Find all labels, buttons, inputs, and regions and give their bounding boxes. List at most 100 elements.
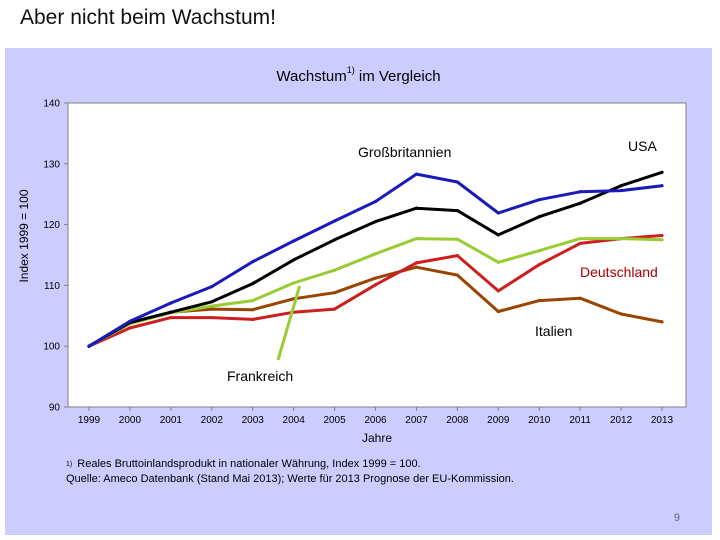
label-usa: USA xyxy=(628,138,657,154)
data-point-italien xyxy=(373,276,378,280)
label-pointers xyxy=(276,285,302,361)
data-point-italien xyxy=(332,291,337,295)
footnote-line-1: 1) Reales Bruttoinlandsprodukt in nation… xyxy=(66,457,514,472)
label-grossbritannien: Großbritannien xyxy=(358,144,451,160)
y-tick-label: 110 xyxy=(44,281,60,292)
y-tick-label: 130 xyxy=(43,159,60,170)
data-point-usa xyxy=(455,180,459,184)
label-deutschland: Deutschland xyxy=(580,264,658,280)
y-axis-title: Index 1999 = 100 xyxy=(17,189,31,282)
x-tick-label: 2007 xyxy=(405,415,428,426)
data-point-deutschland xyxy=(251,317,255,322)
data-point-frankreich xyxy=(292,281,296,285)
data-point-deutschland xyxy=(169,316,173,320)
data-point-italien xyxy=(578,296,582,300)
data-point-grossbritannien xyxy=(251,281,255,286)
y-tick-label: 100 xyxy=(43,342,60,353)
data-point-deutschland xyxy=(578,241,582,246)
data-point-frankreich xyxy=(660,238,664,242)
data-point-deutschland xyxy=(373,283,378,287)
data-point-usa xyxy=(251,260,255,264)
x-tick-label: 2002 xyxy=(201,415,224,426)
data-point-usa xyxy=(414,172,419,176)
data-point-usa xyxy=(496,211,500,215)
data-point-grossbritannien xyxy=(169,310,173,314)
data-point-italien xyxy=(251,308,255,312)
data-point-deutschland xyxy=(332,307,337,311)
data-point-usa xyxy=(169,301,173,305)
chart-panel: Wachstum1) im Vergleich 90 100 110 120 130 14… xyxy=(5,48,712,535)
line-chart: 90 100 110 120 130 140 1999 2000 2001 2002 2003 20… xyxy=(17,99,687,445)
data-point-frankreich xyxy=(496,260,500,264)
data-point-italien xyxy=(414,265,419,269)
data-point-frankreich xyxy=(619,236,623,241)
data-point-deutschland xyxy=(128,326,132,330)
data-point-grossbritannien xyxy=(292,258,296,262)
data-point-italien xyxy=(455,273,459,277)
data-point-usa xyxy=(87,344,91,348)
x-tick-label: 2004 xyxy=(283,415,306,426)
data-point-grossbritannien xyxy=(414,206,419,210)
frankreich-pointer xyxy=(276,285,302,361)
data-point-usa xyxy=(128,319,132,323)
series-lines xyxy=(87,170,664,348)
x-tick-label: 2009 xyxy=(487,415,510,426)
x-tick-label: 2000 xyxy=(119,415,142,426)
data-point-grossbritannien xyxy=(578,201,582,205)
data-point-italien xyxy=(496,309,500,314)
x-tick-label: 2013 xyxy=(651,415,674,426)
data-point-grossbritannien xyxy=(537,215,541,219)
data-point-grossbritannien xyxy=(619,184,623,188)
data-point-usa xyxy=(210,285,214,289)
data-point-frankreich xyxy=(578,236,582,241)
data-point-grossbritannien xyxy=(660,170,664,174)
data-point-deutschland xyxy=(210,316,214,320)
data-point-deutschland xyxy=(660,233,664,238)
data-point-grossbritannien xyxy=(210,300,214,304)
slide-title: Aber nicht beim Wachstum! xyxy=(20,6,276,29)
x-tick-label: 1999 xyxy=(78,415,101,426)
data-point-usa xyxy=(373,199,378,204)
x-tick-label: 2001 xyxy=(160,415,183,426)
x-tick-label: 2005 xyxy=(323,415,346,426)
data-point-italien xyxy=(660,320,664,324)
data-point-usa xyxy=(332,219,337,223)
chart-title-footnote-marker: 1) xyxy=(346,65,355,75)
data-point-frankreich xyxy=(251,299,255,303)
footnote-line-2: Quelle: Ameco Datenbank (Stand Mai 2013)… xyxy=(66,473,514,485)
y-tick-label: 140 xyxy=(43,99,60,110)
data-point-usa xyxy=(660,184,664,188)
data-point-frankreich xyxy=(210,304,214,308)
plot-area xyxy=(67,102,687,408)
y-axis-ticks: 90 100 110 120 130 140 xyxy=(43,99,68,414)
data-point-frankreich xyxy=(537,249,541,253)
y-tick-label: 90 xyxy=(49,403,61,414)
data-point-frankreich xyxy=(373,252,378,256)
label-frankreich: Frankreich xyxy=(227,368,293,384)
data-point-usa xyxy=(619,188,623,193)
y-tick-label: 120 xyxy=(43,220,60,231)
data-point-usa xyxy=(537,198,541,202)
data-point-usa xyxy=(292,239,296,243)
x-tick-label: 2008 xyxy=(446,415,469,426)
data-point-grossbritannien xyxy=(455,209,459,213)
data-point-frankreich xyxy=(455,237,459,241)
label-italien: Italien xyxy=(535,323,572,339)
data-point-grossbritannien xyxy=(332,238,337,242)
x-axis-ticks: 1999 2000 2001 2002 2003 2004 2005 2006 2007 2008… xyxy=(78,407,674,426)
data-point-frankreich xyxy=(414,236,419,241)
x-tick-label: 2006 xyxy=(364,415,387,426)
chart-title-text: Wachstum xyxy=(276,68,347,85)
data-point-frankreich xyxy=(332,268,337,272)
data-point-italien xyxy=(619,312,623,316)
footnote-text-1: Reales Bruttoinlandsprodukt in nationale… xyxy=(77,458,421,470)
x-tick-label: 2003 xyxy=(242,415,265,426)
x-axis-title: Jahre xyxy=(362,431,392,445)
x-tick-label: 2011 xyxy=(569,415,591,426)
x-tick-label: 2012 xyxy=(610,415,633,426)
data-point-italien xyxy=(537,299,541,303)
data-point-deutschland xyxy=(537,263,541,267)
data-point-deutschland xyxy=(455,254,459,258)
x-tick-label: 2010 xyxy=(528,415,551,426)
data-point-usa xyxy=(578,190,582,194)
